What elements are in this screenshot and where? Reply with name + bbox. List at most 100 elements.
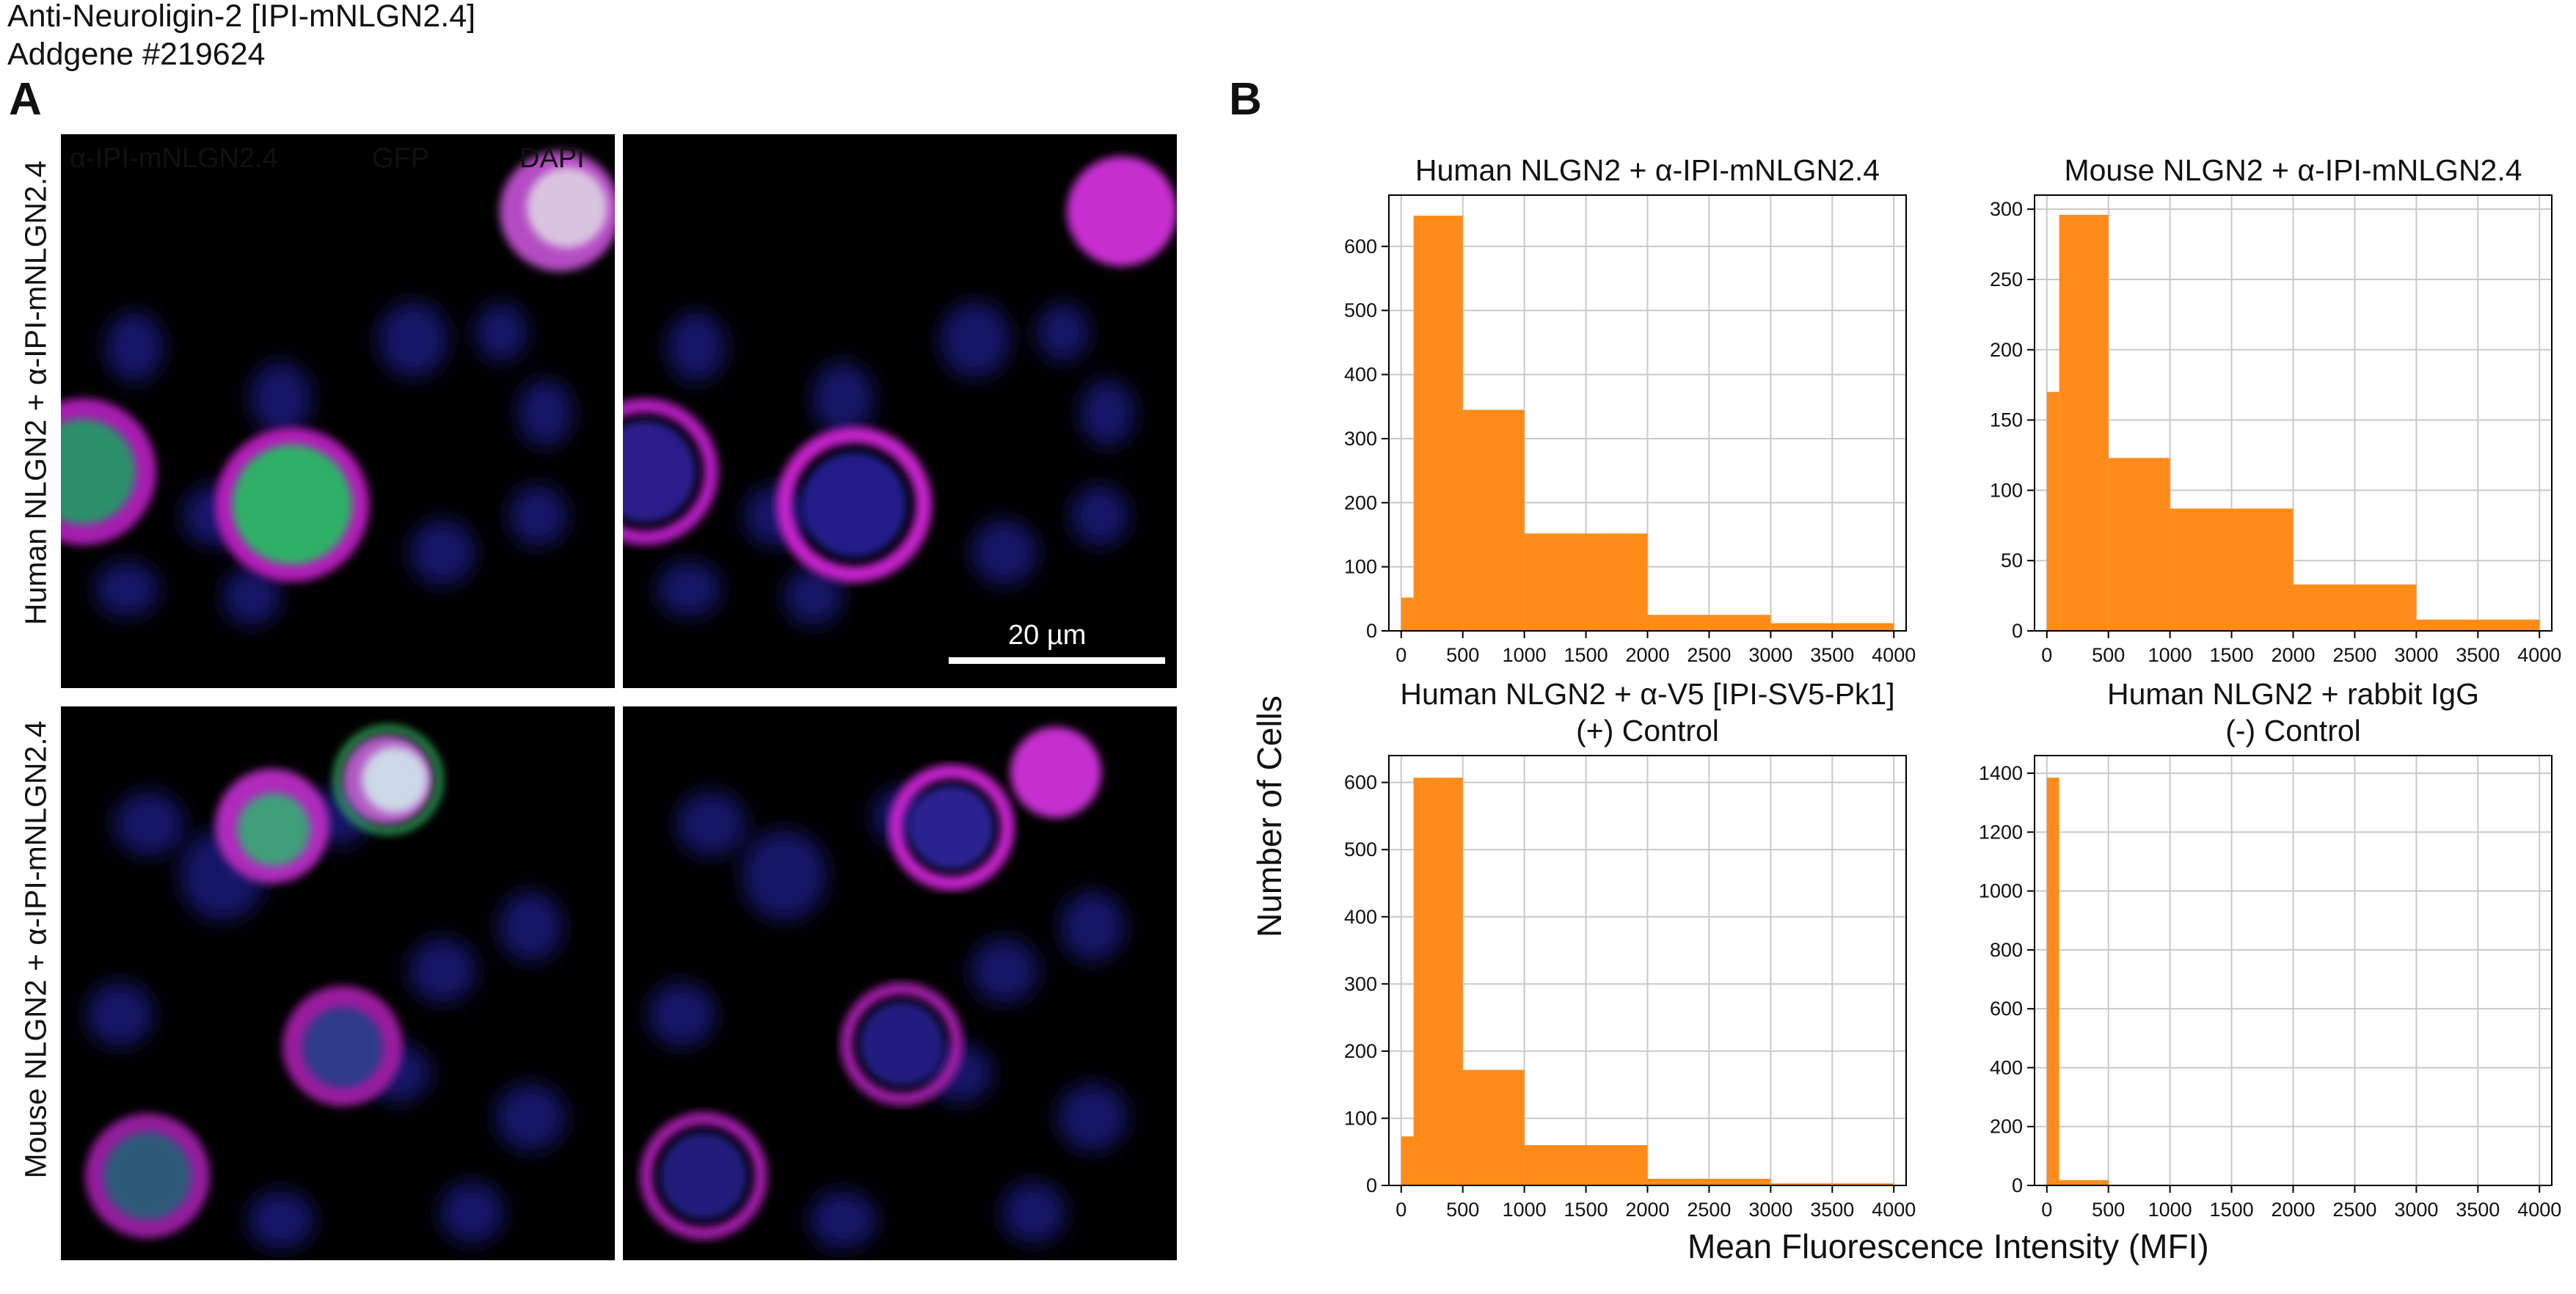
y-tick-label: 1400 bbox=[1979, 762, 2023, 784]
x-tick-label: 3000 bbox=[1748, 644, 1792, 666]
chart-title: Mouse NLGN2 + α-IPI-mNLGN2.4 bbox=[2064, 153, 2522, 187]
y-tick-label: 200 bbox=[1990, 339, 2023, 361]
x-tick-label: 2500 bbox=[2332, 644, 2376, 666]
histogram-bar bbox=[2046, 778, 2059, 1185]
micrograph-human-merge: α-IPI-mNLGN2.4 GFP DAPI bbox=[61, 134, 615, 688]
x-tick-label: 0 bbox=[2041, 644, 2052, 666]
figure-title: Anti-Neuroligin-2 [IPI-mNLGN2.4] bbox=[7, 0, 476, 34]
shared-ylabel: Number of Cells bbox=[1250, 695, 1288, 937]
x-tick-label: 500 bbox=[2092, 1199, 2125, 1221]
y-tick-label: 200 bbox=[1344, 1040, 1377, 1062]
y-tick-label: 300 bbox=[1990, 198, 2023, 220]
x-tick-label: 2500 bbox=[2332, 1199, 2376, 1221]
x-tick-label: 2000 bbox=[2271, 644, 2315, 666]
histogram-bar bbox=[1462, 409, 1525, 631]
shared-xlabel: Mean Fluorescence Intensity (MFI) bbox=[1687, 1227, 2209, 1265]
shared-ylabel-wrap: Number of Cells bbox=[1233, 695, 1306, 937]
x-tick-label: 3500 bbox=[2456, 644, 2500, 666]
histogram-bar bbox=[2416, 619, 2540, 631]
histogram-bar bbox=[1524, 1145, 1648, 1185]
scale-bar bbox=[949, 657, 1165, 664]
histogram-bar bbox=[1647, 615, 1771, 631]
histogram-bar bbox=[1770, 623, 1894, 631]
x-tick-label: 3500 bbox=[2456, 1199, 2500, 1221]
histogram-bar bbox=[1401, 1136, 1414, 1185]
micrograph-mouse-merge bbox=[61, 706, 615, 1260]
x-tick-label: 4000 bbox=[2517, 644, 2561, 666]
y-tick-label: 500 bbox=[1344, 299, 1377, 321]
chart-title: Human NLGN2 + α-IPI-mNLGN2.4 bbox=[1415, 153, 1880, 187]
y-tick-label: 300 bbox=[1344, 428, 1377, 450]
chart-title: (+) Control bbox=[1576, 714, 1719, 747]
y-tick-label: 100 bbox=[1990, 479, 2023, 501]
y-tick-label: 200 bbox=[1344, 491, 1377, 513]
x-tick-label: 1000 bbox=[1503, 1199, 1547, 1221]
x-tick-label: 500 bbox=[1446, 644, 1479, 666]
y-tick-label: 1200 bbox=[1979, 821, 2023, 843]
y-tick-label: 800 bbox=[1990, 939, 2023, 961]
x-tick-label: 0 bbox=[2041, 1199, 2052, 1221]
y-tick-label: 400 bbox=[1344, 364, 1377, 386]
x-tick-label: 1500 bbox=[2210, 1199, 2254, 1221]
x-tick-label: 4000 bbox=[1872, 644, 1916, 666]
y-tick-label: 0 bbox=[1366, 620, 1377, 642]
micrograph-human-nlgn2: 20 µm bbox=[623, 134, 1177, 688]
panel-a-letter: A bbox=[9, 74, 42, 125]
histogram-bar bbox=[1770, 1183, 1894, 1185]
y-tick-label: 500 bbox=[1344, 838, 1377, 860]
histogram-bar bbox=[2293, 584, 2417, 631]
x-tick-label: 3500 bbox=[1810, 1199, 1854, 1221]
chart-title: (-) Control bbox=[2225, 714, 2361, 747]
x-tick-label: 3000 bbox=[1748, 1199, 1792, 1221]
x-tick-label: 0 bbox=[1395, 644, 1406, 666]
x-tick-label: 1500 bbox=[1564, 644, 1608, 666]
x-tick-label: 4000 bbox=[1872, 1199, 1916, 1221]
micrograph-mouse-nlgn2 bbox=[623, 706, 1177, 1260]
x-tick-label: 2500 bbox=[1687, 644, 1731, 666]
figure-subtitle: Addgene #219624 bbox=[7, 37, 266, 72]
y-tick-label: 400 bbox=[1990, 1056, 2023, 1078]
y-tick-label: 600 bbox=[1344, 235, 1377, 257]
y-tick-label: 100 bbox=[1344, 556, 1377, 578]
histogram-bar bbox=[2046, 392, 2059, 631]
histogram-bar bbox=[1413, 215, 1463, 631]
y-tick-label: 250 bbox=[1990, 268, 2023, 290]
y-tick-label: 0 bbox=[2012, 620, 2023, 642]
y-tick-label: 300 bbox=[1344, 973, 1377, 995]
channel-label-gfp: GFP bbox=[372, 143, 430, 174]
y-tick-label: 600 bbox=[1990, 998, 2023, 1020]
histogram-bar bbox=[1413, 778, 1463, 1185]
y-tick-label: 100 bbox=[1344, 1107, 1377, 1129]
x-tick-label: 2500 bbox=[1687, 1199, 1731, 1221]
x-tick-label: 1000 bbox=[2148, 644, 2192, 666]
x-tick-label: 1000 bbox=[2148, 1199, 2192, 1221]
histogram-bar bbox=[1401, 597, 1414, 631]
y-tick-label: 1000 bbox=[1979, 880, 2023, 902]
x-tick-label: 0 bbox=[1395, 1199, 1406, 1221]
x-tick-label: 2000 bbox=[2271, 1199, 2315, 1221]
histogram-bar bbox=[1462, 1070, 1525, 1185]
x-tick-label: 500 bbox=[2092, 644, 2125, 666]
y-tick-label: 0 bbox=[1366, 1174, 1377, 1196]
y-tick-label: 150 bbox=[1990, 409, 2023, 431]
y-tick-label: 50 bbox=[2001, 549, 2023, 571]
channel-label-dapi: DAPI bbox=[519, 143, 585, 174]
histogram-bar bbox=[1647, 1178, 1771, 1185]
x-tick-label: 3500 bbox=[1810, 644, 1854, 666]
panel-b-letter: B bbox=[1229, 74, 1262, 125]
histogram-bar bbox=[2108, 458, 2170, 631]
histogram-bar bbox=[2170, 508, 2294, 631]
x-tick-label: 3000 bbox=[2394, 1199, 2438, 1221]
y-tick-label: 400 bbox=[1344, 906, 1377, 928]
x-tick-label: 1500 bbox=[1564, 1199, 1608, 1221]
x-tick-label: 2000 bbox=[1625, 1199, 1669, 1221]
chart-title: Human NLGN2 + α-V5 [IPI-SV5-Pk1] bbox=[1400, 677, 1894, 711]
histogram-bar bbox=[2059, 1180, 2109, 1185]
histogram-bar bbox=[1524, 533, 1648, 631]
y-tick-label: 0 bbox=[2012, 1174, 2023, 1196]
x-tick-label: 500 bbox=[1446, 1199, 1479, 1221]
chart-title: Human NLGN2 + rabbit IgG bbox=[2107, 677, 2479, 711]
x-tick-label: 3000 bbox=[2394, 644, 2438, 666]
y-tick-label: 600 bbox=[1344, 772, 1377, 794]
